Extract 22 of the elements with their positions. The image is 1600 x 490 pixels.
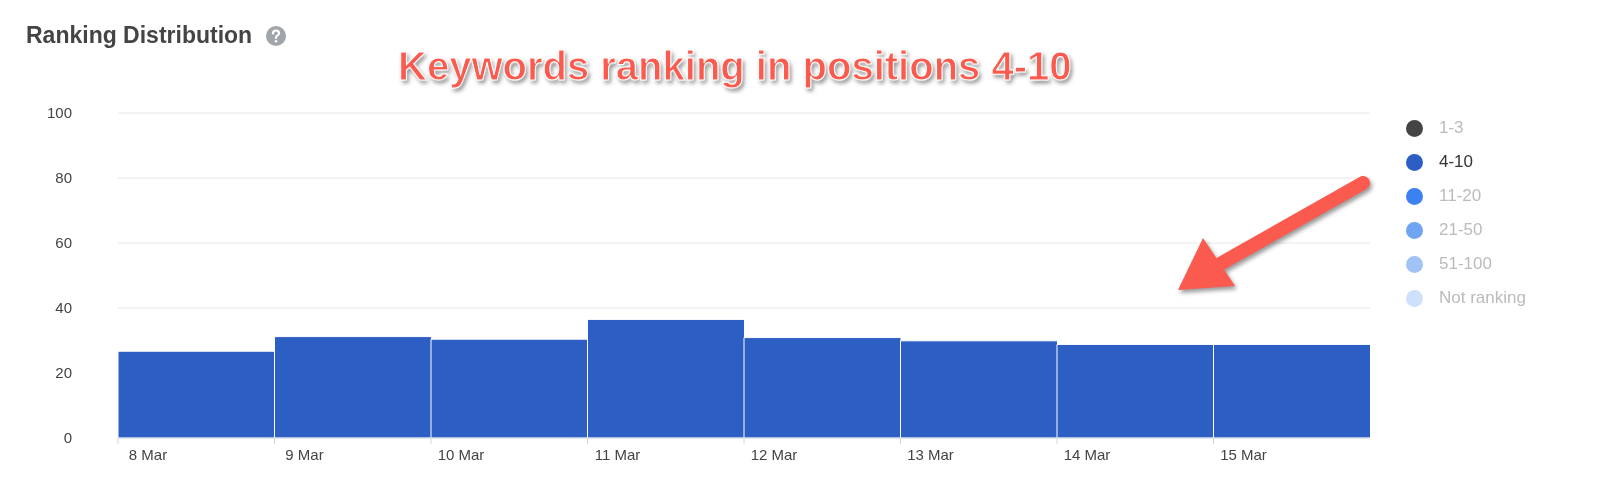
x-tick-label: 13 Mar <box>907 446 954 463</box>
y-tick-label: 0 <box>63 429 72 447</box>
x-tick-label: 8 Mar <box>128 446 168 463</box>
x-tick-label: 11 Mar <box>594 446 641 463</box>
y-tick-label: 20 <box>55 364 72 382</box>
y-tick-label: 80 <box>55 169 72 187</box>
y-tick-label: 60 <box>55 234 72 252</box>
legend-label: 51-100 <box>1439 254 1492 274</box>
x-tick-label: 14 Mar <box>1063 446 1111 463</box>
y-tick-label: 40 <box>55 299 72 317</box>
chart-title: Ranking Distribution <box>26 22 253 49</box>
legend-label: 11-20 <box>1439 186 1482 206</box>
legend-label: Not ranking <box>1439 288 1526 308</box>
legend-label: 4-10 <box>1439 152 1474 172</box>
legend-label: 1-3 <box>1439 118 1464 138</box>
x-tick-label: 10 Mar <box>437 446 485 463</box>
y-tick-label: 100 <box>46 104 72 122</box>
x-tick-label: 12 Mar <box>750 446 798 463</box>
x-tick-label: 9 Mar <box>285 446 324 463</box>
x-tick-label: 15 Mar <box>1220 446 1267 463</box>
legend-label: 21-50 <box>1439 220 1483 240</box>
text: Keywords ranking in positions 4-10 <box>398 44 1072 89</box>
